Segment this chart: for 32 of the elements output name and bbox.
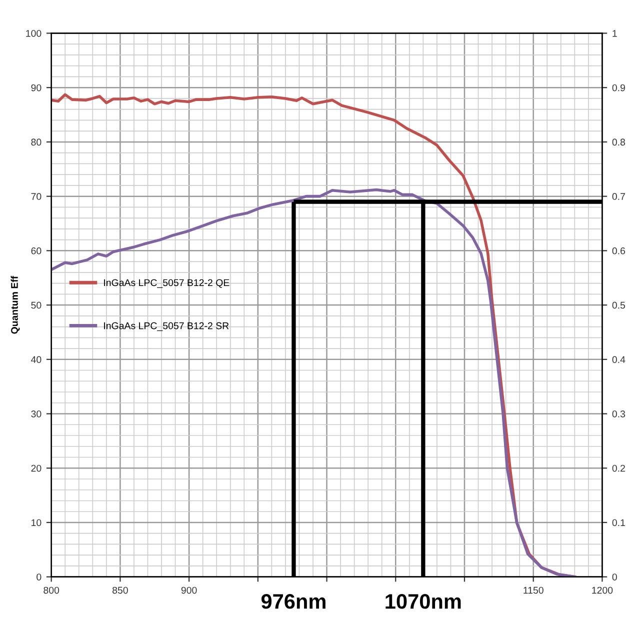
y-tick-label: 50	[31, 302, 42, 309]
y-tick-label: 100	[26, 30, 42, 37]
x-tick-label: 800	[44, 586, 60, 594]
y-tick-label: 0	[36, 574, 42, 580]
legend-label: InGaAs LPC_5057 B12-2 SR	[104, 322, 229, 332]
y-tick-label: 90	[31, 84, 42, 92]
y-tick-label: 70	[31, 193, 42, 200]
y-tick-label: 20	[31, 464, 42, 472]
y2-tick-label: 0.4	[612, 356, 626, 364]
y-tick-label: 60	[31, 247, 42, 254]
y2-tick-label: 0	[612, 574, 617, 580]
y2-tick-label: 0.7	[612, 193, 625, 200]
y-tick-label: 80	[31, 138, 42, 146]
y-axis-title: Quantum Eff	[10, 276, 20, 334]
ref-line-label: 976nm	[261, 594, 326, 609]
y2-tick-label: 0.6	[612, 247, 626, 254]
y2-tick-label: 0.9	[612, 84, 625, 92]
x-tick-label: 1200	[592, 586, 613, 594]
y2-tick-label: 1	[612, 30, 617, 37]
y-tick-label: 40	[31, 356, 42, 364]
x-tick-label: 850	[112, 586, 128, 594]
y2-tick-label: 0.5	[612, 302, 626, 309]
legend-label: InGaAs LPC_5057 B12-2 QE	[104, 279, 230, 288]
y2-tick-label: 0.2	[612, 464, 625, 472]
y-tick-label: 30	[31, 410, 42, 418]
x-tick-label: 900	[181, 586, 197, 594]
y2-tick-label: 0.1	[612, 519, 625, 526]
y-tick-label: 10	[32, 519, 42, 526]
ref-line-label: 1070nm	[386, 594, 461, 609]
y2-tick-label: 0.3	[612, 410, 626, 418]
y2-tick-label: 0.8	[612, 138, 626, 146]
x-tick-label: 1150	[524, 586, 544, 594]
